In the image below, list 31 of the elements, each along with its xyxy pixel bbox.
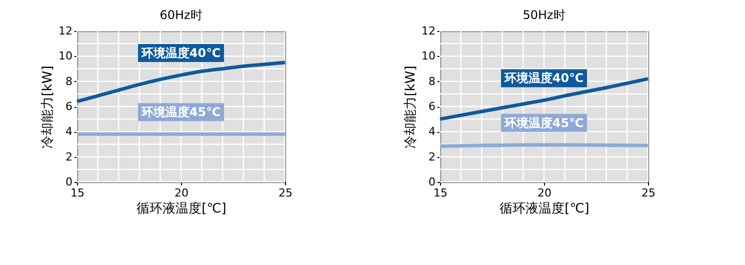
x-tick-label: 15 xyxy=(70,186,84,200)
y-tick-label: 4 xyxy=(66,125,72,138)
series-label: 环境温度40℃ xyxy=(140,46,221,60)
x-tick-label: 20 xyxy=(538,186,552,200)
y-tick-label: 6 xyxy=(428,100,436,113)
line-series xyxy=(75,60,287,104)
y-tick-label: 6 xyxy=(66,100,72,113)
x-tick-label: 15 xyxy=(434,186,448,200)
y-axis-title: 冷却能力[kW] xyxy=(40,66,56,148)
x-axis-title: 循环液温度[℃] xyxy=(136,200,226,216)
x-tick-label: 25 xyxy=(278,186,292,200)
y-tick-label: 10 xyxy=(422,50,436,63)
x-axis-title: 循环液温度[℃] xyxy=(500,200,590,216)
series-label: 环境温度45℃ xyxy=(140,105,221,120)
y-tick-label: 8 xyxy=(428,74,436,88)
x-tick-label: 20 xyxy=(174,186,188,200)
y-tick-label: 8 xyxy=(66,74,72,88)
y-tick-label: 2 xyxy=(66,150,72,164)
series-label: 环境温度45℃ xyxy=(503,116,584,130)
x-tick-label: 25 xyxy=(642,186,656,200)
y-axis-title: 冷却能力[kW] xyxy=(404,66,419,148)
y-tick-label: 12 xyxy=(58,24,72,38)
series-label: 环境温度40℃ xyxy=(503,71,584,86)
y-tick-label: 4 xyxy=(428,125,436,138)
y-tick-label: 12 xyxy=(422,24,436,38)
y-tick-label: 0 xyxy=(66,176,72,188)
chart-title: 50Hz时 xyxy=(522,8,566,22)
y-tick-label: 10 xyxy=(58,50,72,63)
y-tick-label: 2 xyxy=(428,150,436,164)
y-tick-label: 0 xyxy=(428,176,436,188)
chart-title: 60Hz时 xyxy=(160,8,202,22)
